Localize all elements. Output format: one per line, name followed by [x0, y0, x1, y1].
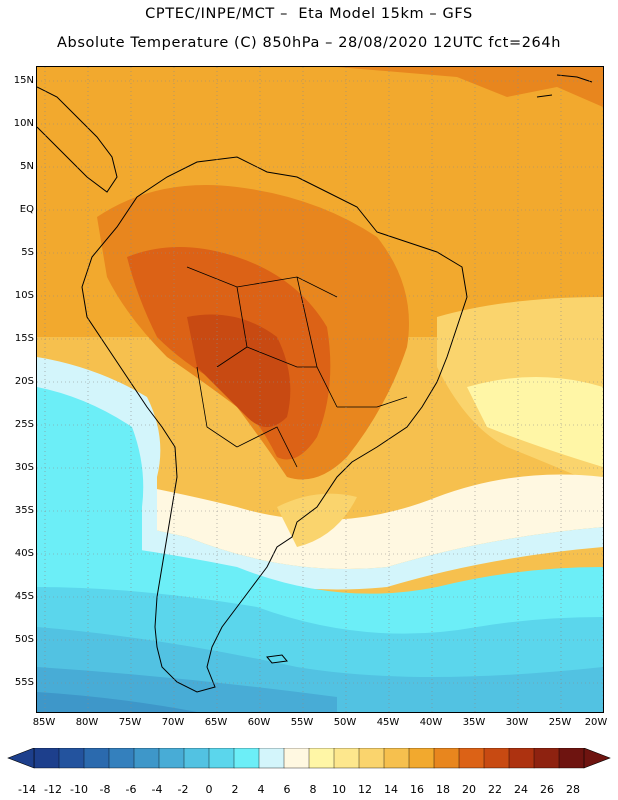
colorbar-label: 28	[566, 783, 580, 796]
lon-label: 75W	[118, 717, 142, 728]
colorbar-swatch	[158, 748, 185, 769]
colorbar-swatch	[558, 748, 585, 769]
colorbar-label: -6	[125, 783, 137, 796]
lon-label: 60W	[247, 717, 271, 728]
colorbar-label: -8	[99, 783, 111, 796]
colorbar-label: 8	[309, 783, 317, 796]
lon-label: 20W	[584, 717, 608, 728]
field-atlantic-pale	[467, 377, 603, 467]
colorbar-label: -4	[151, 783, 163, 796]
lon-label: 25W	[548, 717, 572, 728]
colorbar	[7, 748, 611, 769]
colorbar-label: -10	[70, 783, 88, 796]
colorbar-label: 4	[257, 783, 265, 796]
field-midlat-pale	[37, 467, 603, 569]
temperature-map	[36, 66, 604, 713]
lon-label: 70W	[161, 717, 185, 728]
lat-label: 5N	[20, 161, 34, 172]
colorbar-label: 0	[205, 783, 213, 796]
border-lines	[186, 266, 408, 468]
colorbar-label: 16	[410, 783, 424, 796]
colorbar-label: 18	[436, 783, 450, 796]
lon-label: 45W	[376, 717, 400, 728]
colorbar-label: 2	[231, 783, 239, 796]
lat-label: 40S	[14, 548, 34, 559]
island-caribbean	[536, 74, 593, 98]
colorbar-label: 12	[358, 783, 372, 796]
lat-label: 50S	[14, 634, 34, 645]
lat-label: 10N	[13, 118, 34, 129]
lon-label: 35W	[462, 717, 486, 728]
lon-label: 50W	[333, 717, 357, 728]
lon-label: 40W	[419, 717, 443, 728]
colorbar-low-arrow	[7, 748, 35, 769]
lat-label: 15N	[13, 75, 34, 86]
colorbar-swatch	[133, 748, 160, 769]
colorbar-label: 20	[462, 783, 476, 796]
coastline-south-america	[81, 156, 468, 693]
colorbar-swatch	[308, 748, 335, 769]
colorbar-swatch	[58, 748, 85, 769]
island-falklands	[266, 654, 288, 664]
colorbar-swatch	[33, 748, 60, 769]
lon-label: 85W	[32, 717, 56, 728]
colorbar-label: 6	[283, 783, 291, 796]
colorbar-label: 10	[332, 783, 346, 796]
colorbar-label: 22	[488, 783, 502, 796]
colorbar-label: 26	[540, 783, 554, 796]
lon-label: 80W	[75, 717, 99, 728]
lat-label: 5S	[21, 247, 34, 258]
colorbar-swatch	[383, 748, 410, 769]
colorbar-label: -12	[44, 783, 62, 796]
title-model: CPTEC/INPE/MCT – Eta Model 15km – GFS	[145, 6, 473, 22]
colorbar-swatch	[358, 748, 385, 769]
field-southbrazil-light	[277, 493, 357, 547]
lat-label: 45S	[14, 591, 34, 602]
colorbar-label: 24	[514, 783, 528, 796]
colorbar-swatch	[483, 748, 510, 769]
lon-label: 65W	[204, 717, 228, 728]
field-continent-hottest	[187, 314, 291, 427]
field-south-5	[37, 692, 197, 712]
lat-label: 15S	[14, 333, 34, 344]
colorbar-label: -2	[177, 783, 189, 796]
colorbar-swatch	[458, 748, 485, 769]
colorbar-swatch	[83, 748, 110, 769]
lat-label: 10S	[14, 290, 34, 301]
colorbar-swatch	[433, 748, 460, 769]
colorbar-high-arrow	[583, 748, 611, 769]
title-variable: Absolute Temperature (C) 850hPa – 28/08/…	[57, 35, 561, 51]
lat-label: 20S	[14, 376, 34, 387]
colorbar-swatch	[408, 748, 435, 769]
lat-label: EQ	[19, 204, 34, 215]
field-north-warm	[37, 67, 603, 107]
colorbar-label: 14	[384, 783, 398, 796]
colorbar-swatch	[183, 748, 210, 769]
colorbar-swatch	[233, 748, 260, 769]
colorbar-swatch	[108, 748, 135, 769]
lon-label: 55W	[290, 717, 314, 728]
colorbar-swatch	[508, 748, 535, 769]
lat-label: 35S	[14, 505, 34, 516]
colorbar-swatch	[333, 748, 360, 769]
colorbar-swatch	[283, 748, 310, 769]
lon-label: 30W	[505, 717, 529, 728]
colorbar-swatch	[533, 748, 560, 769]
colorbar-swatch	[208, 748, 235, 769]
lat-label: 55S	[14, 677, 34, 688]
colorbar-label: -14	[18, 783, 36, 796]
lat-label: 25S	[14, 419, 34, 430]
colorbar-swatches	[33, 748, 585, 769]
lat-label: 30S	[14, 462, 34, 473]
coastline-central-america	[37, 86, 118, 193]
colorbar-swatch	[258, 748, 285, 769]
